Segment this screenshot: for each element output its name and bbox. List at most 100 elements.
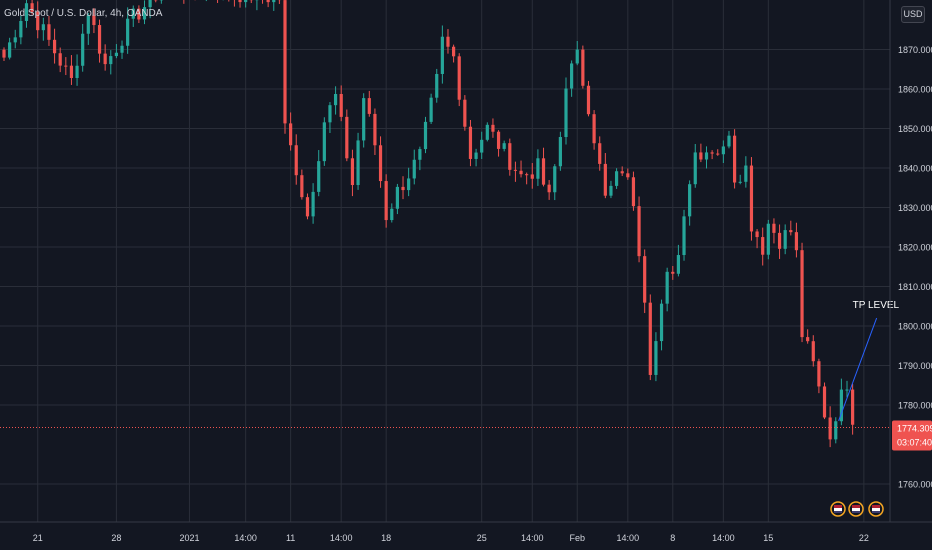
candle-body: [429, 97, 433, 122]
time-tick-label: 14:00: [521, 533, 544, 543]
candle-body: [238, 0, 242, 3]
us-flag-event-icon[interactable]: [848, 501, 864, 517]
candle-body: [97, 25, 102, 54]
candle-body: [772, 223, 776, 233]
candle-body: [648, 302, 652, 375]
candle-body: [300, 175, 304, 198]
candle-body: [592, 114, 596, 144]
time-tick-label: 25: [477, 533, 487, 543]
candle-body: [463, 99, 467, 127]
us-flag-event-icon[interactable]: [830, 501, 846, 517]
grid: [0, 0, 890, 522]
candle-body: [109, 56, 113, 65]
candle-body: [131, 8, 135, 19]
candle-body: [541, 158, 546, 185]
price-tick-label: 1810.000: [898, 282, 932, 292]
time-tick-label: 15: [763, 533, 773, 543]
candle-body: [609, 185, 613, 196]
candle-body: [362, 98, 366, 141]
candle-body: [851, 389, 855, 425]
candle-body: [333, 93, 338, 106]
time-tick-label: 11: [286, 533, 295, 543]
candle-body: [114, 52, 118, 57]
candle-body: [294, 145, 298, 176]
candle-body: [311, 191, 315, 217]
price-tick-label: 1760.000: [898, 480, 932, 490]
candle-body: [738, 181, 742, 183]
candle-body: [92, 15, 96, 26]
candle-body: [626, 173, 630, 178]
candle-body: [688, 184, 692, 217]
candle-body: [266, 0, 270, 3]
candle-body: [52, 39, 57, 54]
price-tick-label: 1800.000: [898, 322, 932, 332]
candle-body: [822, 386, 827, 418]
candle-body: [480, 139, 484, 153]
candle-body: [671, 271, 675, 274]
candle-body: [665, 271, 669, 304]
candle-body: [547, 184, 551, 193]
candle-body: [614, 171, 619, 186]
candle-body: [693, 152, 697, 185]
candle-body: [806, 337, 810, 342]
candle-body: [744, 165, 748, 182]
candle-body: [710, 152, 714, 154]
candle-body: [777, 232, 782, 249]
candle-body: [412, 159, 416, 179]
time-tick-label: 22: [859, 533, 869, 543]
candle-body: [491, 124, 495, 132]
candle-body: [828, 417, 832, 440]
price-tick-label: 1820.000: [898, 243, 932, 253]
candle-body: [721, 146, 725, 155]
candle-body: [783, 230, 787, 249]
candle-body: [457, 56, 461, 100]
candle-body: [496, 131, 501, 149]
candle-body: [513, 169, 518, 171]
time-tick-label: 14:00: [712, 533, 735, 543]
candle-body: [452, 46, 456, 57]
candle-body: [244, 0, 248, 3]
price-tick-label: 1840.000: [898, 164, 932, 174]
symbol-title: Gold Spot / U.S. Dollar, 4h, OANDA: [4, 8, 163, 19]
candle-body: [401, 186, 405, 191]
candle-body: [24, 3, 29, 21]
candle-body: [148, 0, 152, 8]
candle-body: [699, 152, 703, 160]
time-tick-label: 2021: [179, 533, 199, 543]
candle-body: [761, 237, 765, 255]
tp-level-label[interactable]: TP LEVEL: [853, 300, 900, 311]
candle-body: [733, 135, 737, 183]
candle-body: [58, 53, 62, 66]
price-axis[interactable]: 1760.000 1780.000 1790.000 1800.000 1810.000…: [0, 0, 932, 523]
price-tick-label: 1870.000: [898, 45, 932, 55]
tp-trend-line[interactable]: [838, 317, 878, 421]
time-axis[interactable]: 21 28 2021 14:00 11 14:00 18 25 14:00 Feb 14:00 8 14…: [33, 533, 869, 543]
price-tick-label: 1830.000: [898, 203, 932, 213]
candle-body: [508, 143, 512, 170]
candle-body: [581, 49, 585, 86]
economic-events[interactable]: [830, 501, 884, 517]
candle-body: [631, 177, 636, 207]
candle-body: [643, 256, 647, 303]
candle-body: [564, 88, 568, 138]
candle-body: [598, 143, 602, 164]
candle-body: [322, 122, 326, 162]
us-flag-event-icon[interactable]: [868, 501, 884, 517]
candle-body: [289, 123, 293, 146]
candle-body: [317, 161, 321, 192]
candle-body: [682, 216, 686, 256]
candle-body: [435, 73, 439, 98]
candle-body: [305, 197, 310, 217]
currency-button[interactable]: USD: [901, 6, 925, 23]
candle-body: [440, 36, 444, 74]
candle-body: [620, 171, 624, 174]
candle-body: [536, 158, 540, 179]
candle-body: [47, 24, 51, 40]
candle-body: [676, 255, 680, 274]
time-tick-label: 8: [670, 533, 675, 543]
candle-body: [530, 174, 534, 179]
candle-body: [817, 361, 821, 387]
candle-body: [64, 65, 68, 67]
candle-body: [755, 231, 759, 238]
